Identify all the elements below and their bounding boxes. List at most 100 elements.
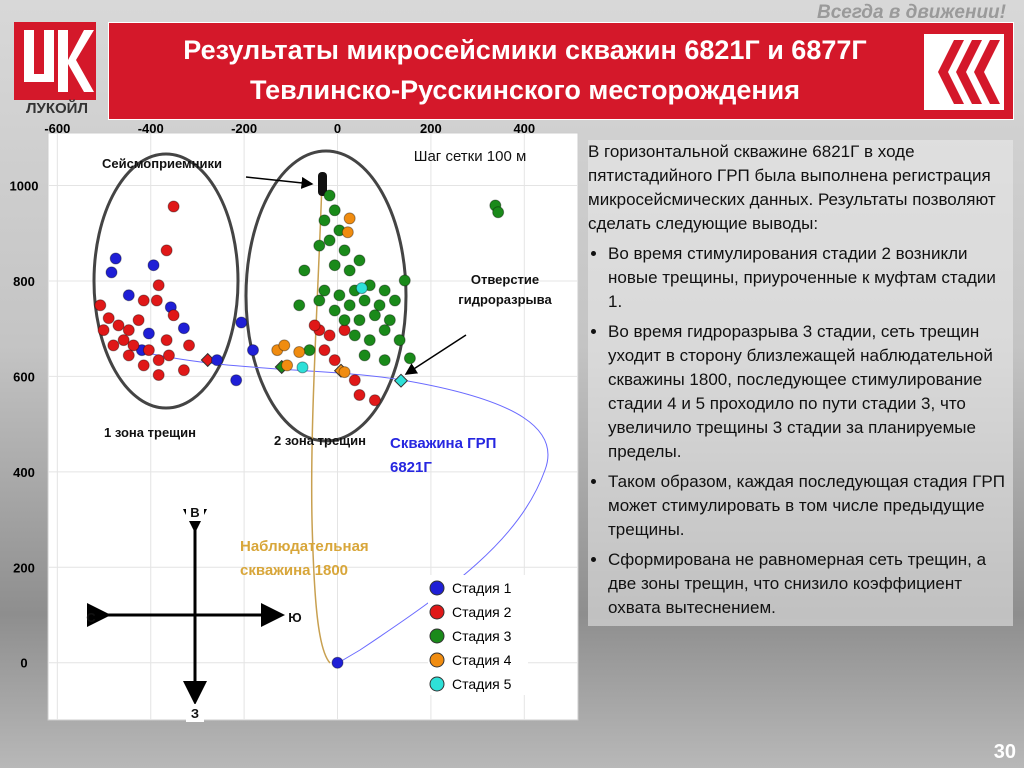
bullet: Таком образом, каждая последующая стадия… — [608, 470, 1013, 542]
compass-label: С — [86, 610, 96, 625]
legend — [428, 575, 528, 695]
x-tick-label: 400 — [513, 121, 535, 136]
legend-swatch — [429, 652, 445, 668]
point — [353, 254, 366, 267]
logo-text: ЛУКОЙЛ — [26, 100, 88, 117]
point — [331, 656, 344, 669]
point — [368, 394, 381, 407]
annotation: 1 зона трещин — [104, 425, 196, 440]
slogan: Всегда в движении! — [816, 2, 1006, 23]
point — [167, 309, 180, 322]
point — [142, 327, 155, 340]
point — [328, 354, 341, 367]
point — [278, 339, 291, 352]
point — [137, 359, 150, 372]
legend-label: Стадия 2 — [452, 604, 512, 620]
point — [152, 368, 165, 381]
point — [313, 239, 326, 252]
point — [318, 344, 331, 357]
y-tick-label: 600 — [13, 369, 35, 384]
point — [296, 361, 309, 374]
point — [378, 354, 391, 367]
zone-2-ellipse — [244, 149, 408, 443]
legend-label: Стадия 4 — [452, 652, 512, 668]
point — [328, 304, 341, 317]
compass-label: З — [190, 706, 200, 721]
observation-well-path — [310, 181, 331, 664]
point — [152, 279, 165, 292]
bullet-list: Во время стимулирования стадии 2 возникл… — [588, 242, 1013, 620]
point — [313, 294, 326, 307]
point — [308, 319, 321, 332]
y-tick-label: 200 — [13, 560, 35, 575]
point — [235, 316, 248, 329]
seismic-receivers — [318, 172, 327, 196]
annotation: Шаг сетки 100 м — [413, 148, 527, 165]
slide-title: Результаты микросейсмики скважин 6821Г и… — [183, 35, 867, 105]
point — [142, 344, 155, 357]
point — [107, 339, 120, 352]
x-tick-label: 0 — [334, 121, 341, 136]
point — [323, 329, 336, 342]
x-tick-label: 200 — [420, 121, 442, 136]
bullet: Сформирована не равномерная сеть трещин,… — [608, 548, 1013, 620]
frac-arrow — [404, 334, 467, 375]
point — [122, 324, 135, 337]
annotation: Наблюдательная скважина 1800 — [240, 538, 369, 579]
point — [122, 349, 135, 362]
point — [127, 339, 140, 352]
title-bar — [108, 22, 1014, 120]
point — [323, 189, 336, 202]
point — [328, 204, 341, 217]
x-tick-label: -600 — [44, 121, 70, 136]
legend-swatch — [429, 628, 445, 644]
point — [348, 329, 361, 342]
point — [338, 314, 351, 327]
lukoil-logo — [14, 22, 96, 100]
point — [97, 324, 110, 337]
point — [160, 334, 173, 347]
point — [388, 294, 401, 307]
point — [230, 374, 243, 387]
point — [167, 200, 180, 213]
x-tick-label: -400 — [138, 121, 164, 136]
point — [378, 284, 391, 297]
point — [303, 344, 316, 357]
point — [343, 299, 356, 312]
zone-1-ellipse — [92, 152, 240, 410]
point — [152, 354, 165, 367]
y-tick-label: 1000 — [10, 178, 39, 193]
point — [378, 324, 391, 337]
legend-swatch — [429, 676, 445, 692]
point — [183, 339, 196, 352]
point — [147, 259, 160, 272]
text-block: В горизонтальной скважине 6821Г в ходе п… — [588, 140, 1013, 626]
point — [338, 324, 351, 337]
legend-label: Стадия 5 — [452, 676, 512, 692]
bullet: Во время гидроразрыва 3 стадии, сеть тре… — [608, 320, 1013, 464]
point — [363, 334, 376, 347]
point — [353, 314, 366, 327]
point — [403, 352, 416, 365]
annotation: Сейсмоприемники — [101, 156, 223, 171]
point — [293, 346, 306, 359]
point — [105, 266, 118, 279]
point — [318, 214, 331, 227]
y-tick-label: 400 — [13, 465, 35, 480]
point — [112, 319, 125, 332]
point — [358, 294, 371, 307]
point — [368, 309, 381, 322]
annotation: Скважина ГРП 6821Г — [390, 435, 497, 476]
chevron-logo — [924, 34, 1004, 110]
point — [343, 212, 356, 225]
point — [160, 244, 173, 257]
point — [162, 349, 175, 362]
point — [318, 284, 331, 297]
annotation: Отверстие гидроразрыва — [458, 272, 552, 307]
point — [398, 274, 411, 287]
chart: -600 -400 -200 0 200 400 0 200 400 600 800 1000 Стад… — [10, 121, 579, 722]
point — [281, 359, 294, 372]
point — [338, 244, 351, 257]
y-tick-label: 0 — [20, 656, 27, 671]
compass-label: Ю — [288, 610, 302, 625]
